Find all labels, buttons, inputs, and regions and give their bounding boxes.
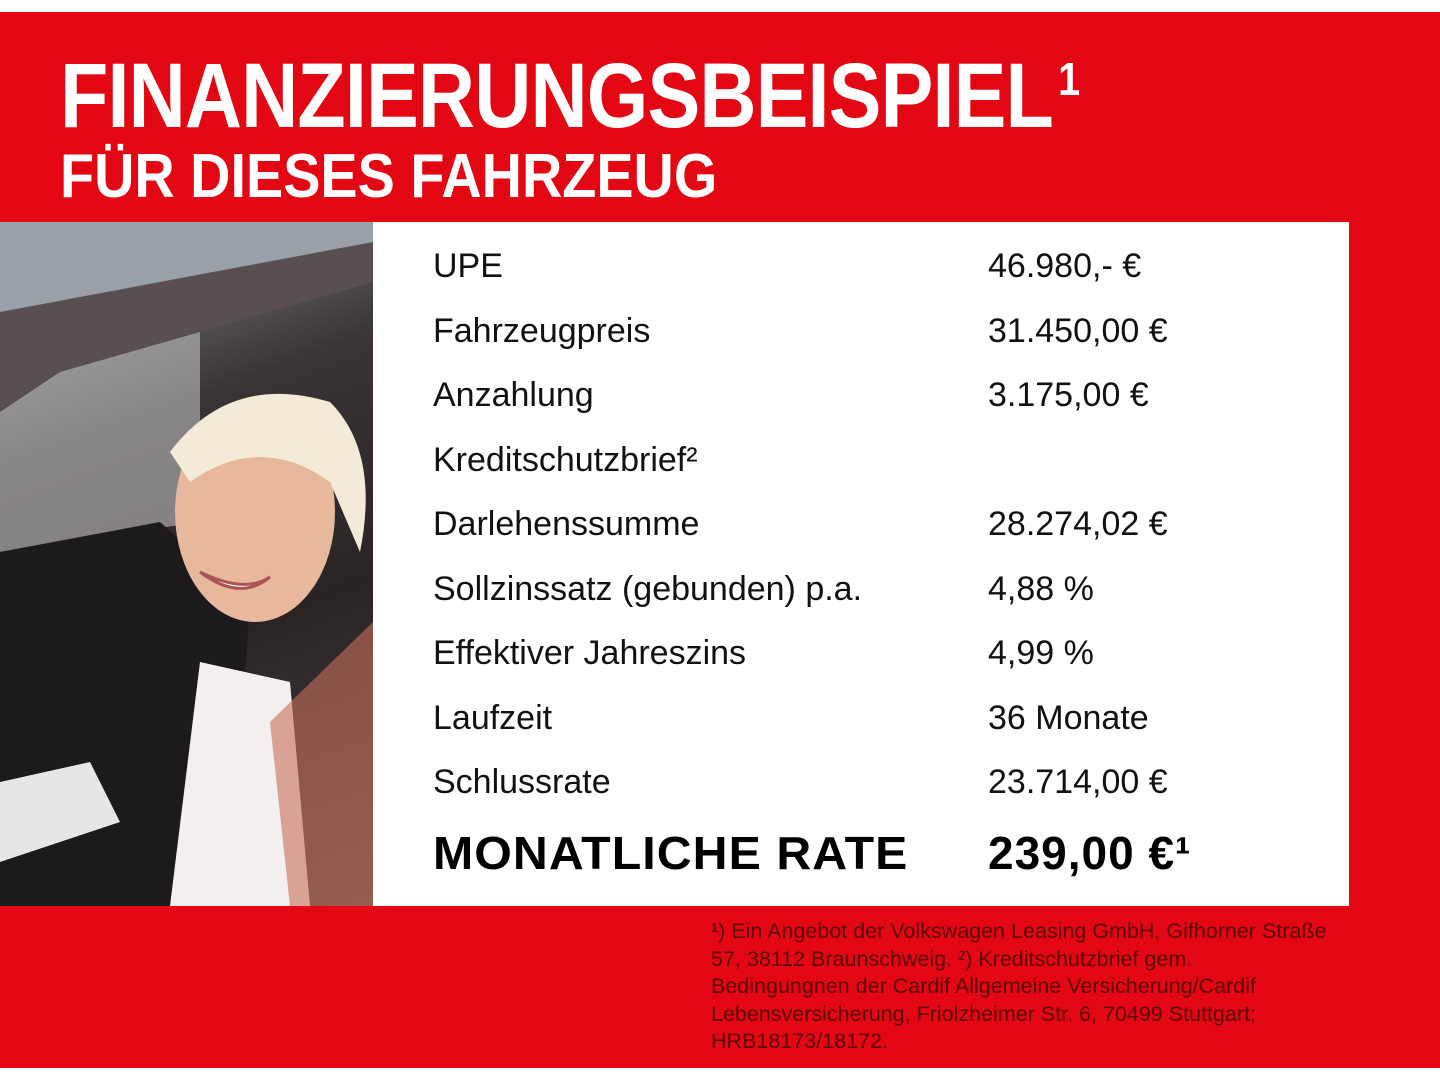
row-label: Fahrzeugpreis [433, 312, 651, 350]
row-label: Sollzinssatz (gebunden) p.a. [433, 570, 863, 608]
row-value: 4,88 % [988, 570, 1094, 608]
woman-in-car-photo [0, 222, 373, 906]
row-value: 46.980,- € [988, 247, 1142, 285]
row-label: Schlussrate [433, 763, 611, 801]
financing-table: UPE 46.980,- € Fahrzeugpreis 31.450,00 € A… [373, 222, 1349, 906]
row-value: 4,99 % [988, 634, 1094, 672]
row-label: Effektiver Jahreszins [433, 634, 747, 672]
row-value: 23.714,00 € [988, 763, 1168, 801]
total-label: MONATLICHE RATE [433, 827, 909, 879]
row-label: Darlehenssumme [433, 505, 700, 543]
row-label: Kreditschutzbrief² [433, 441, 698, 479]
row-value: 36 Monate [988, 699, 1149, 737]
total-value: 239,00 €¹ [988, 827, 1192, 879]
row-label: Anzahlung [433, 376, 594, 414]
row-value: 28.274,02 € [988, 505, 1168, 543]
footnote: ¹) Ein Angebot der Volkswagen Leasing Gm… [711, 919, 1327, 1053]
row-value: 31.450,00 € [988, 312, 1168, 350]
subheadline: FÜR DIESES FAHRZEUG [60, 142, 718, 211]
row-value: 3.175,00 € [988, 376, 1149, 414]
row-label: Laufzeit [433, 699, 553, 737]
row-label: UPE [433, 247, 503, 285]
headline: FINANZIERUNGSBEISPIEL 1 [60, 45, 1080, 147]
